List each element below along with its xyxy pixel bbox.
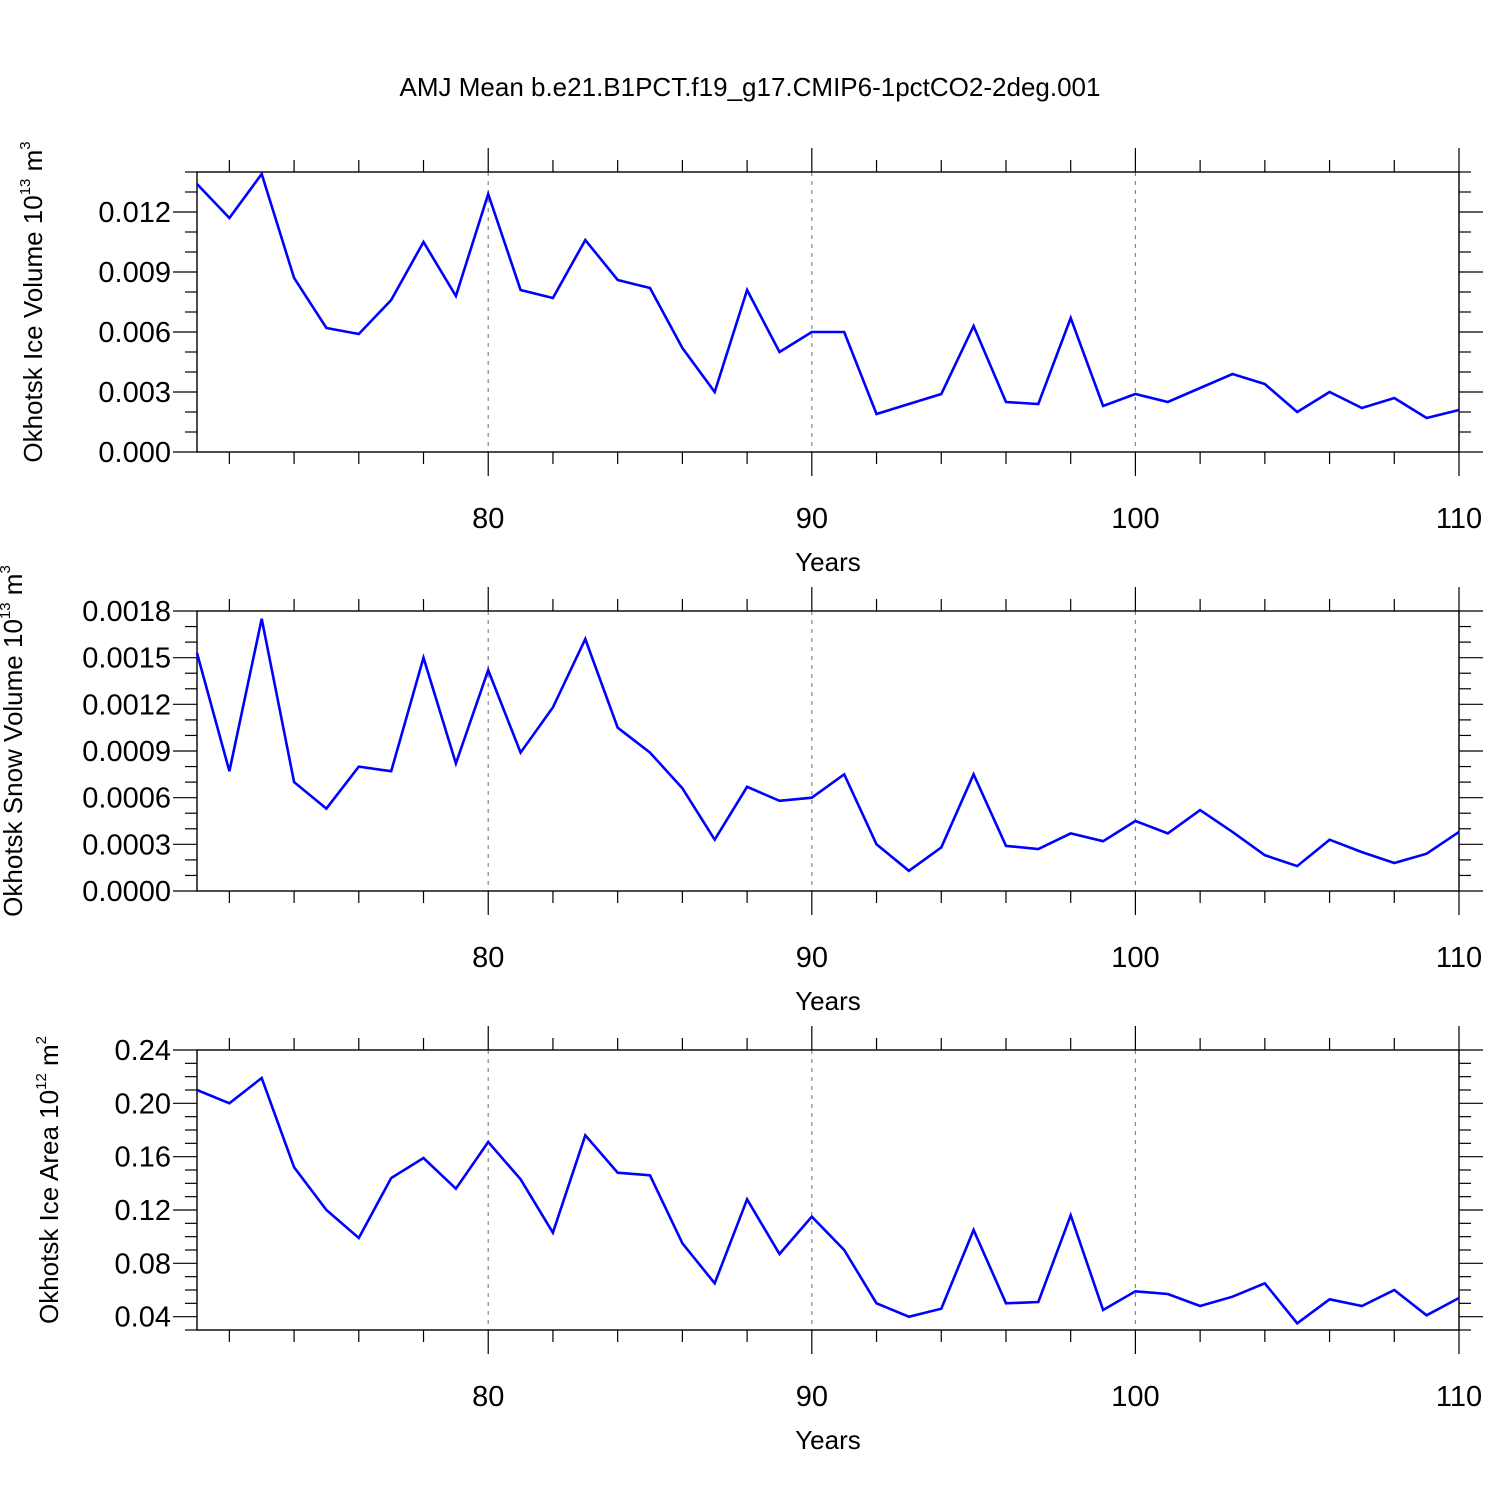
x-tick-label: 80 [472, 942, 504, 974]
x-tick-label: 110 [1436, 503, 1482, 535]
y-tick-label: 0.0000 [82, 876, 171, 908]
y-axis-unit-power: 3 [0, 565, 14, 573]
y-axis-label: Okhotsk Ice Volume 1013 m3 [17, 141, 48, 462]
plot-frame [196, 171, 1460, 453]
x-tick-label: 110 [1436, 1381, 1482, 1413]
series-line [195, 618, 1460, 873]
y-axis-unit-power: 3 [17, 141, 34, 149]
y-axis-unit: m [34, 1044, 64, 1073]
y-tick-label: 0.0012 [82, 689, 171, 721]
y-tick-label: 0.08 [115, 1248, 171, 1280]
panel-3: 80 90 100 110 0.04 0.08 0.12 0.16 0.20 0.24 Years O… [33, 1026, 1483, 1455]
y-axis-label-name: Okhotsk Ice Volume 10 [18, 195, 48, 462]
series-line [196, 171, 1460, 420]
y-tick-label: 0.12 [115, 1195, 171, 1227]
y-tick-label: 0.0003 [82, 829, 171, 861]
y-axis-label: Okhotsk Ice Area 1012 m2 [33, 1036, 64, 1324]
figure-title: AMJ Mean b.e21.B1PCT.f19_g17.CMIP6-1pctC… [400, 72, 1101, 102]
x-axis-label: Years [795, 1425, 861, 1455]
series-line [196, 1075, 1460, 1326]
y-axis-unit-exponent: 12 [33, 1073, 50, 1090]
x-tick-label: 90 [796, 942, 828, 974]
y-axis-unit: m [18, 150, 48, 179]
x-tick-label: 90 [796, 503, 828, 535]
plot-frame [196, 610, 1460, 892]
y-axis-unit-power: 2 [33, 1036, 50, 1044]
plot-frame [196, 1049, 1460, 1331]
x-tick-label: 90 [796, 1381, 828, 1413]
y-axis-label-name: Okhotsk Snow Volume 10 [0, 619, 28, 917]
y-axis-unit-exponent: 13 [0, 602, 14, 619]
y-axis-label: Okhotsk Snow Volume 1013 m3 [0, 565, 28, 917]
x-tick-label: 100 [1111, 942, 1159, 974]
x-axis-label: Years [795, 986, 861, 1016]
y-tick-label: 0.0018 [82, 596, 171, 628]
y-tick-label: 0.0015 [82, 643, 171, 675]
plots-container: 80 90 100 110 0.000 0.003 0.006 0.009 0.012 Years… [0, 141, 1483, 1455]
y-tick-label: 0.006 [98, 317, 171, 349]
y-tick-label: 0.24 [115, 1035, 171, 1067]
x-tick-label: 80 [472, 1381, 504, 1413]
y-tick-label: 0.009 [98, 257, 171, 289]
y-tick-label: 0.20 [115, 1088, 171, 1120]
panel-2: 80 90 100 110 0.0000 0.0003 0.0006 0.0009 0.0012… [0, 565, 1483, 1016]
y-axis-unit-exponent: 13 [17, 179, 34, 196]
panel-1: 80 90 100 110 0.000 0.003 0.006 0.009 0.012 Years… [17, 141, 1483, 577]
y-tick-label: 0.0006 [82, 783, 171, 815]
x-tick-label: 100 [1111, 1381, 1159, 1413]
y-tick-label: 0.012 [98, 197, 171, 229]
y-axis-label-name: Okhotsk Ice Area 10 [34, 1090, 64, 1324]
x-axis-label: Years [795, 547, 861, 577]
y-tick-label: 0.003 [98, 377, 171, 409]
x-tick-label: 80 [472, 503, 504, 535]
y-tick-label: 0.16 [115, 1142, 171, 1174]
x-tick-label: 100 [1111, 503, 1159, 535]
y-tick-label: 0.04 [115, 1302, 171, 1334]
y-axis-unit: m [0, 574, 28, 603]
y-tick-label: 0.000 [98, 437, 171, 469]
x-tick-label: 110 [1436, 942, 1482, 974]
y-tick-label: 0.0009 [82, 736, 171, 768]
